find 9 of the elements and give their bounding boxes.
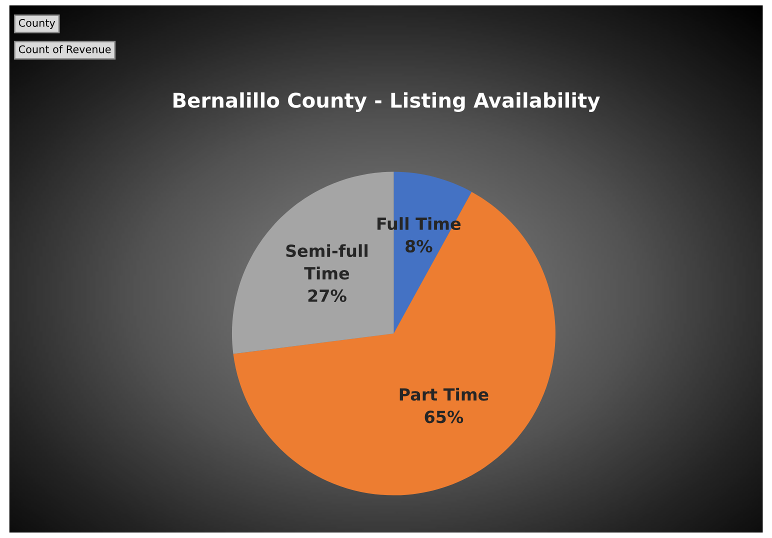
data-label: 8% [406,240,432,252]
pie-slice [233,192,556,496]
chart-title: Bernalillo County - Listing Availability [174,92,600,112]
data-label: 65% [424,410,464,424]
slice-label: Part Time [400,388,488,401]
slice-label: Semi-full Time [286,244,368,280]
text: Count of Revenue [18,45,111,54]
text: County [18,18,56,29]
data-label: 27% [308,289,346,302]
